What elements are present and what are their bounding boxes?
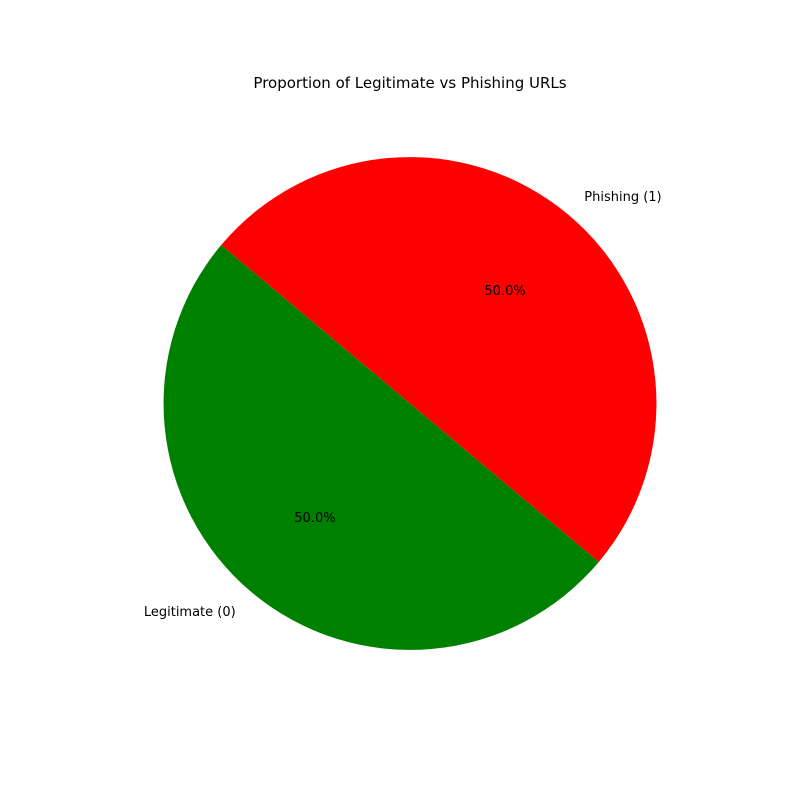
slice-label-2: Phishing (1) — [584, 190, 661, 205]
pie-slice-2 — [221, 157, 657, 562]
pie-slice-1 — [163, 245, 599, 650]
slice-percent-1: 50.0% — [294, 511, 335, 526]
pie-labels: Legitimate (0) 50.0% Phishing (1) 50.0% — [144, 190, 662, 620]
slice-label-1: Legitimate (0) — [144, 605, 236, 620]
slice-percent-2: 50.0% — [484, 284, 525, 299]
pie-slices — [163, 157, 657, 650]
chart-title: Proportion of Legitimate vs Phishing URL… — [253, 74, 566, 92]
